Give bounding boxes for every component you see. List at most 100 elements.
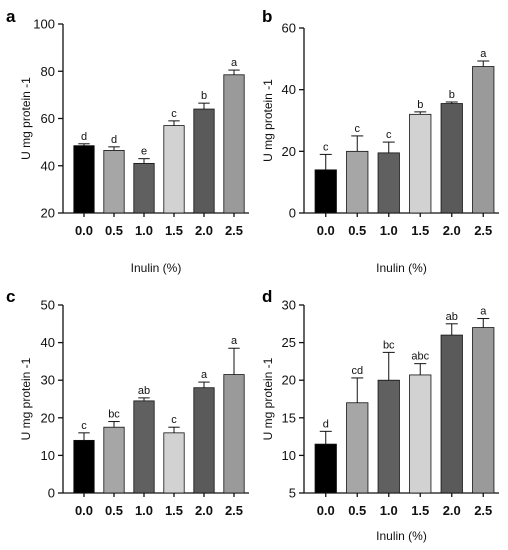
- significance-label: ab: [446, 311, 458, 323]
- significance-label: bc: [383, 339, 395, 351]
- x-tick-label: 2.5: [474, 223, 492, 238]
- x-tick-label: 1.0: [135, 503, 153, 518]
- x-tick-label: 0.0: [75, 503, 93, 518]
- bar: [133, 162, 155, 214]
- significance-label: e: [141, 146, 147, 158]
- significance-label: bc: [108, 409, 120, 421]
- significance-label: a: [231, 335, 238, 347]
- panel-letter: b: [262, 7, 272, 26]
- x-tick-label: 1.0: [380, 503, 398, 518]
- y-axis-title: U mg protein -1: [19, 77, 33, 160]
- x-tick-label: 0.0: [317, 223, 335, 238]
- bar: [346, 402, 369, 494]
- significance-label: d: [323, 418, 329, 430]
- panel-d: d 5 10 15 20 25 30 U mg protein -1 d 0.0 cd 0.5 bc 1.…: [261, 287, 499, 543]
- y-tick-label: 40: [41, 335, 55, 350]
- significance-label: abc: [411, 351, 429, 363]
- y-tick-label: 40: [282, 82, 296, 97]
- significance-label: d: [111, 134, 117, 146]
- y-tick-label: 0: [48, 486, 55, 501]
- bar: [377, 379, 400, 494]
- bar: [409, 374, 432, 494]
- x-tick-label: 1.5: [411, 223, 429, 238]
- x-tick-label: 1.0: [380, 223, 398, 238]
- bar: [409, 113, 432, 214]
- panel-letter: a: [6, 7, 16, 26]
- x-tick-label: 1.0: [135, 223, 153, 238]
- x-axis-title: Inulin (%): [376, 261, 427, 275]
- x-tick-label: 2.0: [443, 223, 461, 238]
- significance-label: c: [171, 414, 177, 426]
- bar: [73, 439, 95, 494]
- significance-label: b: [201, 90, 207, 102]
- y-tick-label: 30: [282, 298, 296, 313]
- significance-label: ab: [138, 385, 150, 397]
- x-tick-label: 2.5: [225, 223, 243, 238]
- y-tick-label: 60: [282, 21, 296, 36]
- y-tick-label: 60: [41, 111, 55, 126]
- y-tick-label: 25: [282, 335, 296, 350]
- significance-label: c: [81, 420, 87, 432]
- panel-b: b 0 20 40 60 U mg protein -1 c 0.0 c 0.5 c 1.0 b 1.5 b…: [261, 7, 499, 275]
- x-axis-title: Inulin (%): [131, 261, 182, 275]
- bar: [223, 374, 245, 494]
- significance-label: c: [386, 129, 392, 141]
- y-tick-label: 20: [282, 373, 296, 388]
- x-tick-label: 2.0: [195, 223, 213, 238]
- panel-letter: d: [262, 287, 272, 306]
- panel-a: a 20 40 60 80 100 U mg protein -1 d 0.0 d 0.5 e 1.0 c…: [6, 7, 249, 275]
- bar: [377, 152, 400, 214]
- panel-c: c 0 10 20 30 40 50 U mg protein -1 c 0.0 bc 0.5 ab 1.…: [6, 287, 249, 518]
- significance-label: a: [231, 57, 238, 69]
- significance-label: a: [480, 306, 487, 318]
- x-tick-label: 2.0: [195, 503, 213, 518]
- y-tick-label: 100: [33, 17, 55, 32]
- significance-label: c: [323, 141, 329, 153]
- x-tick-label: 2.5: [225, 503, 243, 518]
- x-tick-label: 2.0: [443, 503, 461, 518]
- x-tick-label: 1.5: [411, 503, 429, 518]
- x-tick-label: 0.5: [105, 503, 123, 518]
- bar: [193, 387, 215, 494]
- bar: [472, 327, 495, 494]
- significance-label: d: [81, 131, 87, 143]
- y-tick-label: 30: [41, 373, 55, 388]
- bar: [73, 145, 95, 214]
- bar: [314, 443, 337, 494]
- panel-letter: c: [6, 287, 15, 306]
- y-tick-label: 10: [282, 448, 296, 463]
- bar: [163, 125, 185, 214]
- bar: [193, 108, 215, 214]
- y-tick-label: 0: [289, 206, 296, 221]
- y-tick-label: 50: [41, 298, 55, 313]
- y-tick-label: 40: [41, 158, 55, 173]
- significance-label: c: [171, 108, 177, 120]
- bar: [163, 432, 185, 494]
- bar: [223, 74, 245, 214]
- y-tick-label: 20: [282, 144, 296, 159]
- significance-label: b: [449, 89, 455, 101]
- significance-label: a: [201, 369, 208, 381]
- x-tick-label: 1.5: [165, 223, 183, 238]
- significance-label: a: [480, 48, 487, 60]
- bar: [314, 169, 337, 214]
- y-tick-label: 10: [41, 448, 55, 463]
- x-tick-label: 0.0: [75, 223, 93, 238]
- y-tick-label: 5: [289, 486, 296, 501]
- significance-label: b: [417, 99, 423, 111]
- y-tick-label: 80: [41, 64, 55, 79]
- y-tick-label: 20: [41, 410, 55, 425]
- bar: [133, 400, 155, 494]
- x-tick-label: 0.0: [317, 503, 335, 518]
- x-tick-label: 2.5: [474, 503, 492, 518]
- y-tick-label: 20: [41, 206, 55, 221]
- bar: [103, 426, 125, 494]
- y-tick-label: 15: [282, 410, 296, 425]
- x-axis-title: Inulin (%): [376, 529, 427, 543]
- y-axis-title: U mg protein -1: [261, 357, 275, 440]
- bar: [440, 103, 463, 214]
- x-tick-label: 0.5: [348, 503, 366, 518]
- y-axis-title: U mg protein -1: [19, 357, 33, 440]
- x-tick-label: 0.5: [105, 223, 123, 238]
